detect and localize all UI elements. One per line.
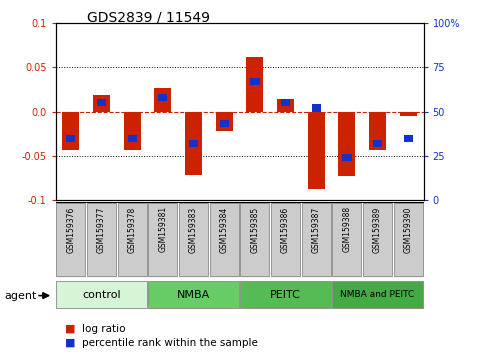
Text: GDS2839 / 11549: GDS2839 / 11549 (87, 11, 210, 25)
Bar (155, 88, 171, 112)
Bar (400, 112, 417, 116)
Bar (148, 203, 177, 276)
Text: GSM159384: GSM159384 (220, 206, 229, 253)
Bar (241, 203, 270, 276)
Bar (93, 95, 110, 112)
Bar (97, 99, 106, 106)
Bar (216, 112, 233, 131)
Bar (369, 112, 386, 149)
Bar (363, 203, 392, 276)
Bar (66, 135, 75, 142)
Text: control: control (82, 290, 121, 300)
Bar (179, 203, 208, 276)
Bar (148, 281, 239, 308)
Text: GSM159381: GSM159381 (158, 206, 168, 252)
Text: GSM159385: GSM159385 (250, 206, 259, 253)
Text: NMBA and PEITC: NMBA and PEITC (341, 290, 415, 299)
Bar (246, 57, 263, 112)
Bar (342, 154, 352, 161)
Text: GSM159376: GSM159376 (66, 206, 75, 253)
Bar (332, 281, 423, 308)
Text: GSM159378: GSM159378 (128, 206, 137, 253)
Text: ■: ■ (65, 338, 76, 348)
Text: GSM159387: GSM159387 (312, 206, 321, 253)
Bar (185, 112, 202, 175)
Bar (220, 120, 229, 127)
Bar (339, 112, 355, 176)
Bar (302, 203, 331, 276)
Bar (308, 112, 325, 189)
Text: GSM159377: GSM159377 (97, 206, 106, 253)
Text: GSM159388: GSM159388 (342, 206, 352, 252)
Bar (87, 203, 116, 276)
Bar (394, 203, 423, 276)
Bar (118, 203, 147, 276)
Bar (332, 203, 361, 276)
Bar (271, 203, 300, 276)
Bar (241, 281, 331, 308)
Bar (250, 78, 259, 85)
Text: NMBA: NMBA (177, 290, 210, 300)
Bar (189, 140, 198, 147)
Text: GSM159389: GSM159389 (373, 206, 382, 253)
Bar (128, 135, 137, 142)
Bar (210, 203, 239, 276)
Text: ■: ■ (65, 324, 76, 333)
Text: agent: agent (5, 291, 37, 301)
Bar (57, 203, 85, 276)
Text: percentile rank within the sample: percentile rank within the sample (82, 338, 258, 348)
Bar (277, 99, 294, 112)
Bar (312, 104, 321, 112)
Bar (158, 94, 168, 101)
Bar (373, 140, 382, 147)
Text: GSM159383: GSM159383 (189, 206, 198, 253)
Bar (404, 135, 413, 142)
Bar (62, 112, 79, 149)
Bar (124, 112, 141, 150)
Text: PEITC: PEITC (270, 290, 301, 300)
Bar (57, 281, 147, 308)
Text: GSM159386: GSM159386 (281, 206, 290, 253)
Text: log ratio: log ratio (82, 324, 126, 333)
Text: GSM159390: GSM159390 (404, 206, 413, 253)
Bar (281, 99, 290, 106)
